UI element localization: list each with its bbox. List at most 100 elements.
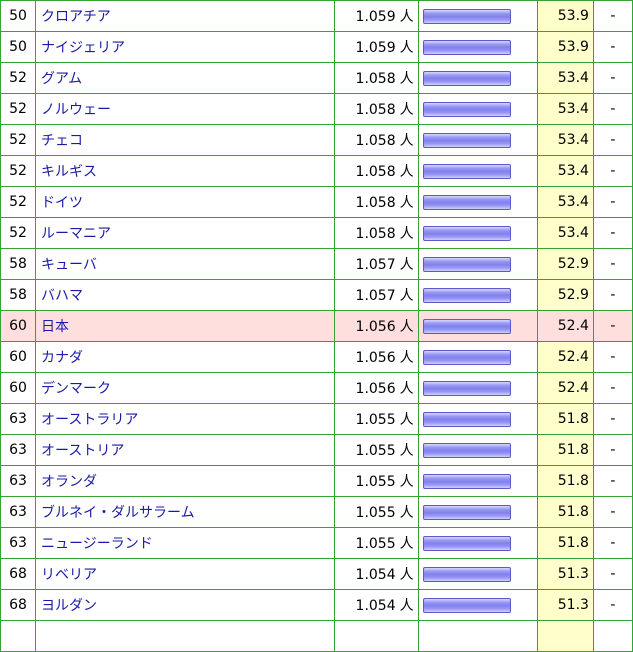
country-link[interactable]: ヨルダン xyxy=(41,598,98,614)
score-value: 53.9 xyxy=(557,39,589,55)
country-link[interactable]: ナイジェリア xyxy=(41,40,126,56)
country-cell: オランダ xyxy=(35,465,335,497)
bar-cell xyxy=(417,465,539,497)
country-link[interactable]: オーストラリア xyxy=(41,412,139,428)
note-value: - xyxy=(610,39,616,55)
value-number: 1.057 xyxy=(355,257,396,273)
country-link[interactable]: バハマ xyxy=(41,288,84,304)
rank-value: 52 xyxy=(9,132,27,148)
value-unit: 人 xyxy=(399,412,414,428)
rank-cell xyxy=(0,620,37,652)
note-value: - xyxy=(610,349,616,365)
country-cell: オーストラリア xyxy=(35,403,335,435)
value-cell: 1.058 人 xyxy=(333,155,419,187)
country-link[interactable]: ルーマニア xyxy=(41,226,112,242)
value-bar xyxy=(422,70,511,86)
rank-value: 52 xyxy=(9,70,27,86)
value-number: 1.055 xyxy=(355,536,396,552)
table-row: 52 チェコ 1.058 人 53.4 - xyxy=(0,124,633,156)
country-cell: ルーマニア xyxy=(35,217,335,249)
rank-value: 50 xyxy=(9,8,27,24)
score-value: 51.8 xyxy=(557,411,589,427)
value-bar xyxy=(422,380,511,396)
rank-cell: 68 xyxy=(0,589,37,621)
country-cell: バハマ xyxy=(35,279,335,311)
value-unit: 人 xyxy=(399,133,414,149)
country-link[interactable]: リベリア xyxy=(41,567,98,583)
note-cell: - xyxy=(592,589,633,621)
value-unit: 人 xyxy=(399,381,414,397)
bar-cell xyxy=(417,527,539,559)
value-bar xyxy=(422,163,511,179)
country-cell: グアム xyxy=(35,62,335,94)
table-row: 63 オランダ 1.055 人 51.8 - xyxy=(0,465,633,497)
country-link[interactable]: ブルネイ・ダルサラーム xyxy=(41,505,195,521)
value-unit: 人 xyxy=(399,536,414,552)
value-bar xyxy=(422,132,511,148)
country-link[interactable]: チェコ xyxy=(41,133,84,149)
value-cell: 1.058 人 xyxy=(333,93,419,125)
table-row xyxy=(0,620,633,652)
score-value: 53.9 xyxy=(557,8,589,24)
rank-value: 60 xyxy=(9,380,27,396)
value-bar xyxy=(422,101,511,117)
score-value: 52.4 xyxy=(557,349,589,365)
rank-value: 68 xyxy=(9,566,27,582)
country-link[interactable]: オランダ xyxy=(41,474,98,490)
note-value: - xyxy=(610,442,616,458)
rank-cell: 63 xyxy=(0,403,37,435)
score-cell: 51.8 xyxy=(537,434,594,466)
bar-cell xyxy=(417,0,539,32)
value-bar xyxy=(422,225,511,241)
score-value: 53.4 xyxy=(557,70,589,86)
note-value: - xyxy=(610,318,616,334)
rank-value: 63 xyxy=(9,442,27,458)
score-cell: 52.4 xyxy=(537,310,594,342)
country-link[interactable]: ニュージーランド xyxy=(41,536,153,552)
score-cell: 53.4 xyxy=(537,93,594,125)
bar-cell xyxy=(417,279,539,311)
rank-value: 58 xyxy=(9,287,27,303)
rank-value: 52 xyxy=(9,163,27,179)
score-value: 53.4 xyxy=(557,163,589,179)
country-cell: ナイジェリア xyxy=(35,31,335,63)
country-link[interactable]: ドイツ xyxy=(41,195,84,211)
country-link[interactable]: クロアチア xyxy=(41,9,111,25)
rank-value: 63 xyxy=(9,535,27,551)
value-unit: 人 xyxy=(399,102,414,118)
value-cell: 1.056 人 xyxy=(333,341,419,373)
rank-value: 68 xyxy=(9,597,27,613)
value-number: 1.055 xyxy=(355,443,396,459)
table-row: 63 ニュージーランド 1.055 人 51.8 - xyxy=(0,527,633,559)
note-cell: - xyxy=(592,62,633,94)
country-link[interactable]: キューバ xyxy=(41,257,97,273)
value-number: 1.056 xyxy=(355,319,396,335)
rank-value: 58 xyxy=(9,256,27,272)
country-cell: デンマーク xyxy=(35,372,335,404)
note-cell: - xyxy=(592,496,633,528)
rank-value: 63 xyxy=(9,473,27,489)
rank-value: 52 xyxy=(9,194,27,210)
country-link[interactable]: オーストリア xyxy=(41,443,125,459)
country-cell: ノルウェー xyxy=(35,93,335,125)
note-cell: - xyxy=(592,527,633,559)
value-bar xyxy=(422,597,511,613)
country-link[interactable]: カナダ xyxy=(41,350,84,366)
rank-value: 60 xyxy=(9,349,27,365)
country-link[interactable]: ノルウェー xyxy=(41,102,112,118)
note-cell: - xyxy=(592,434,633,466)
country-link[interactable]: グアム xyxy=(41,71,83,87)
note-value: - xyxy=(610,256,616,272)
rank-cell: 58 xyxy=(0,248,37,280)
score-value: 51.8 xyxy=(557,535,589,551)
score-cell: 52.9 xyxy=(537,248,594,280)
country-link[interactable]: キルギス xyxy=(41,164,98,180)
value-number: 1.058 xyxy=(355,133,396,149)
value-cell: 1.057 人 xyxy=(333,279,419,311)
value-unit: 人 xyxy=(399,71,414,87)
table-row: 50 クロアチア 1.059 人 53.9 - xyxy=(0,0,633,32)
country-link[interactable]: デンマーク xyxy=(41,381,112,397)
rank-cell: 52 xyxy=(0,93,37,125)
country-link[interactable]: 日本 xyxy=(41,319,70,335)
value-number: 1.058 xyxy=(355,195,396,211)
